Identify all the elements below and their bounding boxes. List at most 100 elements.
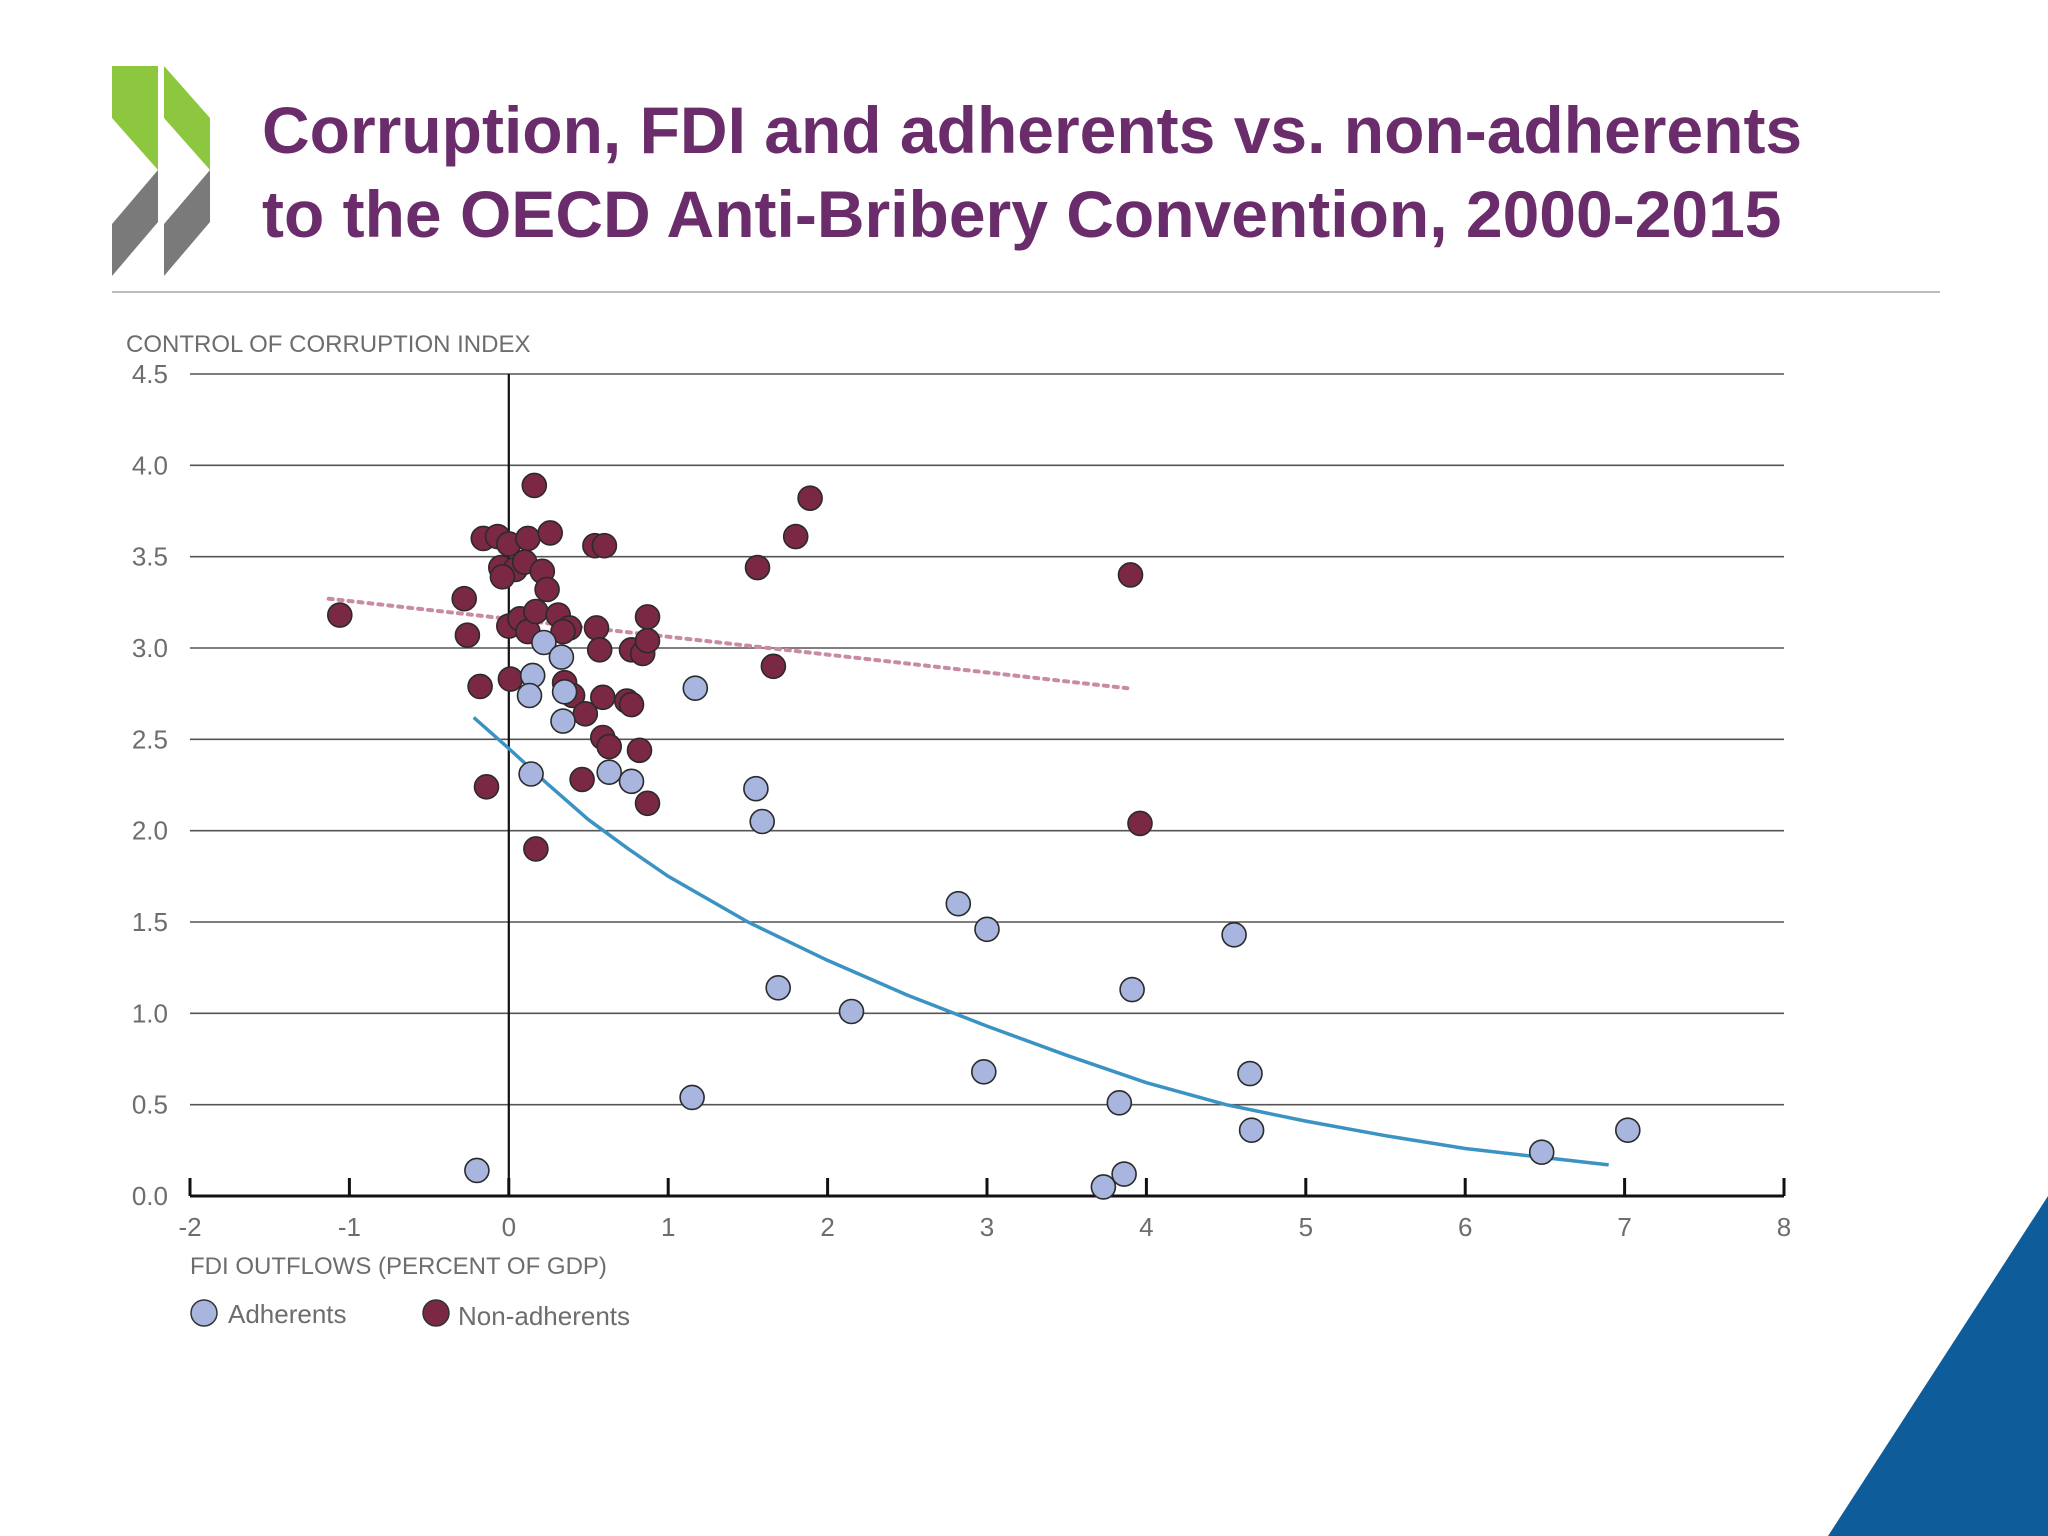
- adherent-point-12: [945, 890, 972, 917]
- y-tick-1.0: 1.0: [132, 998, 168, 1028]
- adherent-point-27: [1090, 1174, 1117, 1200]
- non-adherent-point-34: [497, 666, 524, 692]
- non-adherent-point-41: [760, 653, 787, 680]
- adherent-point-20: [679, 1084, 705, 1111]
- non-adherent-point-50: [523, 836, 549, 862]
- x-tick-2: 2: [820, 1212, 834, 1242]
- x-tick-4: 4: [1139, 1212, 1153, 1242]
- adherent-point-0: [531, 629, 557, 656]
- adherent-point-15: [765, 974, 792, 1001]
- y-tick-2.5: 2.5: [132, 724, 168, 754]
- adherent-point-17: [1119, 976, 1145, 1003]
- non-adherent-point-0: [521, 472, 548, 499]
- legend-label-non-adherents: Non-adherents: [458, 1301, 630, 1331]
- x-axis-label: FDI OUTFLOWS (PERCENT OF GDP): [190, 1253, 607, 1280]
- x-tick-8: 8: [1777, 1212, 1791, 1242]
- chevron-green-right-icon: [164, 66, 210, 170]
- adherent-point-25: [464, 1157, 490, 1184]
- x-tick-3: 3: [980, 1212, 994, 1242]
- non-adherent-point-30: [586, 636, 613, 663]
- adherent-point-24: [1528, 1139, 1555, 1165]
- non-adherent-point-44: [596, 733, 623, 760]
- y-axis-label: CONTROL OF CORRUPTION INDEX: [126, 331, 530, 358]
- adherent-point-19: [1237, 1060, 1263, 1087]
- trendlines: [326, 596, 1609, 1167]
- chevron-green-left-icon: [112, 66, 158, 170]
- corner-decoration-icon: [1828, 1196, 2048, 1536]
- adherent-point-7: [596, 759, 623, 786]
- non-adherent-point-48: [634, 790, 661, 817]
- trendline-non-adherents: [326, 596, 1130, 691]
- non-adherent-point-40: [618, 691, 645, 718]
- data-points: [326, 472, 1641, 1200]
- non-adherent-point-45: [626, 737, 653, 764]
- non-adherent-point-29: [550, 618, 576, 645]
- non-adherent-point-49: [1127, 810, 1153, 837]
- non-adherent-point-26: [583, 615, 610, 641]
- slide-title-line-2: to the OECD Anti-Bribery Convention, 200…: [262, 177, 1782, 251]
- adherent-point-23: [1615, 1117, 1641, 1143]
- adherent-point-3: [516, 682, 543, 709]
- y-tick-labels: 0.0 0.5 1.0 1.5 2.0 2.5 3.0 3.5 4.0 4.5: [132, 359, 168, 1211]
- adherent-point-11: [749, 808, 776, 835]
- y-tick-3.5: 3.5: [132, 542, 168, 572]
- x-tick-7: 7: [1617, 1212, 1631, 1242]
- adherent-point-13: [974, 916, 1000, 943]
- non-adherent-point-27: [634, 604, 661, 630]
- adherent-point-22: [1238, 1117, 1265, 1143]
- adherent-point-5: [550, 708, 576, 734]
- slide-title: Corruption, FDI and adherents vs. non-ad…: [262, 88, 1962, 256]
- legend: Adherents Non-adherents: [190, 1299, 630, 1331]
- y-tick-4.0: 4.0: [132, 450, 168, 480]
- chevron-gray-right-icon: [164, 170, 210, 276]
- non-adherent-point-35: [467, 673, 493, 700]
- adherent-point-6: [518, 761, 544, 787]
- non-adherent-point-15: [744, 554, 771, 581]
- non-adherent-point-9: [782, 523, 809, 550]
- y-tick-0.5: 0.5: [132, 1090, 168, 1120]
- adherent-point-16: [838, 998, 865, 1025]
- x-tick-1: 1: [661, 1212, 675, 1242]
- non-adherent-point-17: [534, 576, 560, 603]
- non-adherent-point-14: [489, 563, 516, 590]
- non-adherent-point-1: [797, 485, 823, 512]
- non-adherent-point-8: [591, 532, 618, 559]
- x-tick-5: 5: [1299, 1212, 1313, 1242]
- title-divider: [112, 291, 1940, 293]
- y-tick-3.0: 3.0: [132, 633, 168, 663]
- non-adherent-point-6: [537, 520, 564, 546]
- x-tick--1: -1: [338, 1212, 361, 1242]
- legend-marker-adherents: [190, 1299, 218, 1327]
- adherent-point-8: [618, 768, 645, 795]
- corner-blue-triangle: [1828, 1196, 2048, 1536]
- non-adherent-point-33: [634, 627, 661, 654]
- y-tick-0.0: 0.0: [132, 1181, 168, 1211]
- non-adherent-point-19: [326, 602, 353, 628]
- y-tick-4.5: 4.5: [132, 359, 168, 389]
- non-adherent-point-28: [454, 622, 481, 649]
- oecd-chevron-logo-icon: [112, 66, 210, 276]
- adherent-point-1: [548, 644, 575, 670]
- non-adherent-point-23: [523, 598, 549, 625]
- non-adherent-point-46: [473, 773, 500, 800]
- adherent-point-21: [1106, 1090, 1133, 1116]
- slide-title-line-1: Corruption, FDI and adherents vs. non-ad…: [262, 93, 1803, 167]
- legend-label-adherents: Adherents: [228, 1299, 347, 1329]
- x-tick-6: 6: [1458, 1212, 1472, 1242]
- adherent-point-10: [743, 775, 769, 802]
- x-tick-labels: -2 -1 0 1 2 3 4 5 6 7 8: [178, 1178, 1791, 1242]
- non-adherent-point-16: [1117, 562, 1144, 588]
- trendline-adherents: [472, 716, 1609, 1167]
- y-tick-2.0: 2.0: [132, 816, 168, 846]
- adherent-point-4: [551, 678, 578, 705]
- non-adherent-point-18: [451, 585, 478, 612]
- adherent-point-26: [1111, 1161, 1137, 1187]
- x-tick-0: 0: [502, 1212, 516, 1242]
- non-adherent-point-5: [515, 525, 541, 552]
- non-adherent-point-42: [572, 700, 599, 727]
- adherent-point-14: [1221, 921, 1247, 948]
- x-tick--2: -2: [178, 1212, 201, 1242]
- adherent-point-18: [970, 1059, 997, 1085]
- adherent-point-9: [682, 675, 709, 702]
